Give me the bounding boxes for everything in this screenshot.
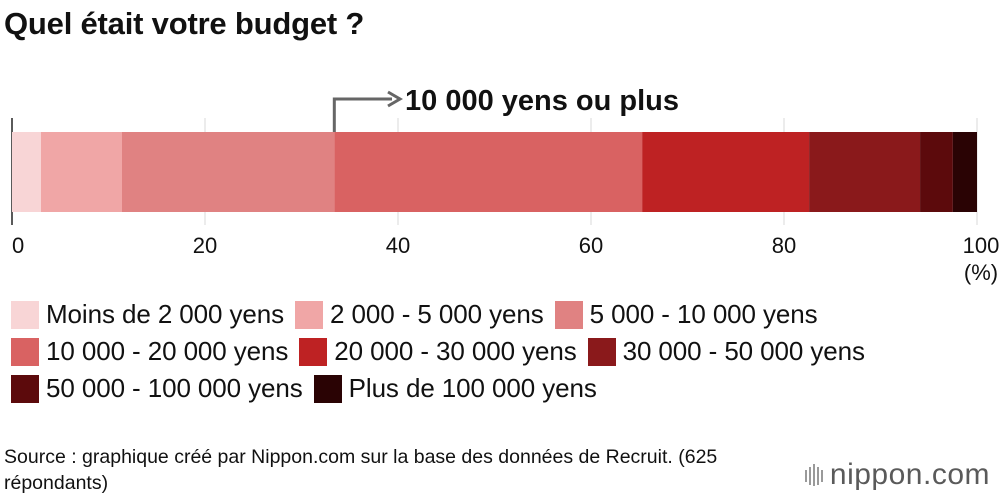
logo-mark-icon: [804, 464, 823, 486]
legend-swatch-8: [313, 374, 342, 403]
tick-label-80: 80: [772, 233, 796, 258]
legend: Moins de 2 000 yens 2 000 - 5 000 yens 5…: [11, 296, 1000, 407]
bar-segment-2: [40, 132, 123, 212]
nippon-logo: nippon.com: [804, 458, 990, 492]
legend-swatch-2: [295, 300, 324, 329]
x-axis-unit: (%): [964, 260, 998, 285]
annotation-arrow-line: [332, 97, 392, 132]
bar-segment-7: [920, 132, 953, 212]
source-note: Source : graphique créé par Nippon.com s…: [4, 446, 718, 494]
annotation: 10 000 yens ou plus: [332, 85, 679, 132]
legend-label-2: 2 000 - 5 000 yens: [330, 299, 544, 329]
bar-segment-1: [12, 132, 41, 212]
legend-swatch-7: [11, 374, 39, 403]
legend-label-5: 20 000 - 30 000 yens: [334, 336, 577, 366]
bar-segment-6: [809, 132, 921, 212]
legend-label-4: 10 000 - 20 000 yens: [46, 336, 289, 366]
legend-row-1: Moins de 2 000 yens 2 000 - 5 000 yens 5…: [11, 296, 1000, 333]
legend-item-3: 5 000 - 10 000 yens: [554, 299, 818, 330]
legend-item-4: 10 000 - 20 000 yens: [11, 336, 288, 367]
annotation-arrow-head-icon: [387, 90, 403, 108]
tick-label-0: 0: [12, 233, 24, 258]
bar-segment-5: [642, 132, 810, 212]
tick-label-40: 40: [386, 233, 410, 258]
legend-item-2: 2 000 - 5 000 yens: [295, 299, 544, 330]
legend-item-5: 20 000 - 30 000 yens: [299, 336, 577, 367]
legend-swatch-6: [587, 337, 616, 366]
annotation-label: 10 000 yens ou plus: [405, 85, 679, 117]
legend-swatch-5: [299, 337, 328, 366]
chart-title: Quel était votre budget ?: [4, 6, 365, 41]
legend-label-1: Moins de 2 000 yens: [46, 299, 285, 329]
stacked-bar-chart: 0 20 40 60 80 100(%) 10 000 yens ou plus: [11, 85, 999, 285]
legend-label-6: 30 000 - 50 000 yens: [622, 336, 865, 366]
bar-segment-4: [334, 132, 643, 212]
legend-row-3: 50 000 - 100 000 yens Plus de 100 000 ye…: [11, 370, 1000, 407]
bar-segment-3: [122, 132, 335, 212]
tick-label-60: 60: [579, 233, 603, 258]
legend-swatch-4: [11, 337, 39, 366]
legend-item-7: 50 000 - 100 000 yens: [11, 373, 303, 404]
legend-label-8: Plus de 100 000 yens: [348, 373, 597, 403]
legend-label-3: 5 000 - 10 000 yens: [589, 299, 818, 329]
legend-swatch-3: [554, 300, 583, 329]
tick-label-20: 20: [193, 233, 217, 258]
legend-item-1: Moins de 2 000 yens: [11, 299, 284, 330]
x-axis-ticks: 0 20 40 60 80 100(%): [12, 233, 999, 285]
legend-row-2: 10 000 - 20 000 yens 20 000 - 30 000 yen…: [11, 333, 1000, 370]
bar-segments: [12, 132, 977, 212]
legend-swatch-1: [11, 300, 39, 329]
legend-item-8: Plus de 100 000 yens: [313, 373, 597, 404]
tick-label-100: 100: [963, 233, 1000, 258]
logo-text: nippon.com: [829, 458, 990, 491]
legend-label-7: 50 000 - 100 000 yens: [46, 373, 303, 403]
bar-segment-8: [952, 132, 977, 212]
legend-item-6: 30 000 - 50 000 yens: [587, 336, 865, 367]
